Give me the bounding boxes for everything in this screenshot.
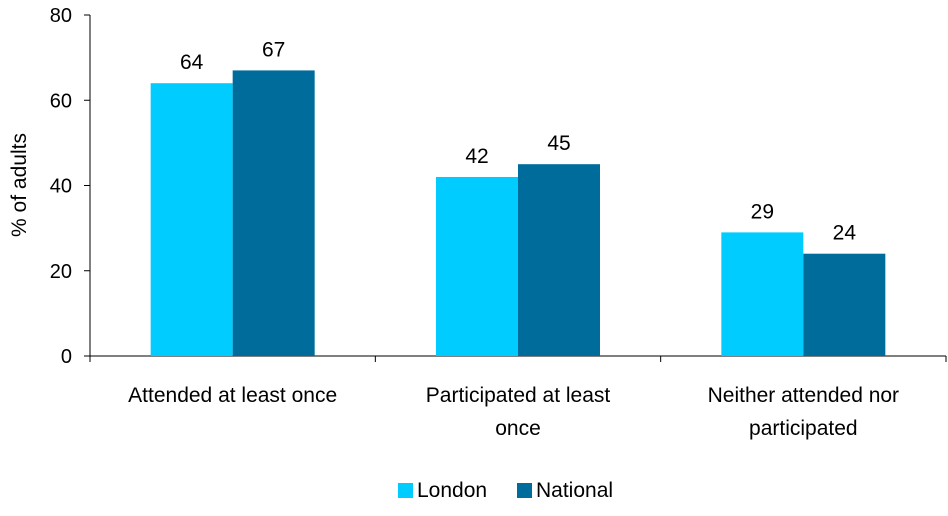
x-axis: Attended at least once Participated at le… bbox=[89, 355, 947, 440]
bar-london-0 bbox=[150, 83, 233, 356]
x-category-label: Participated at least bbox=[426, 384, 611, 407]
y-tick-label: 60 bbox=[50, 90, 72, 112]
bar-national-0 bbox=[232, 70, 315, 356]
data-label-national-2: 24 bbox=[833, 222, 857, 245]
y-tick-label: 0 bbox=[61, 346, 72, 368]
data-label-london-0: 64 bbox=[180, 51, 204, 74]
x-category-label: Neither attended nor bbox=[708, 384, 899, 407]
y-tick-label: 40 bbox=[50, 176, 72, 198]
data-label-national-1: 45 bbox=[547, 132, 570, 155]
bar-national-2 bbox=[803, 253, 886, 356]
data-label-london-1: 42 bbox=[465, 145, 488, 168]
bar-london-2 bbox=[721, 232, 804, 356]
y-tick-label: 80 bbox=[50, 5, 72, 27]
data-label-national-0: 67 bbox=[262, 38, 285, 61]
x-category-label: Attended at least once bbox=[128, 384, 337, 407]
legend: London National bbox=[398, 479, 613, 502]
legend-label-london: London bbox=[417, 479, 487, 502]
y-tick-label: 20 bbox=[50, 261, 72, 283]
bar-london-1 bbox=[436, 176, 518, 356]
data-labels: 64 67 42 45 29 24 bbox=[180, 38, 856, 244]
x-category-label: once bbox=[495, 417, 541, 440]
bar-national-1 bbox=[518, 164, 600, 356]
x-category-label: participated bbox=[749, 417, 858, 440]
data-label-london-2: 29 bbox=[751, 200, 774, 223]
legend-swatch-london bbox=[398, 483, 413, 498]
y-axis: 0 20 40 60 80 bbox=[50, 5, 91, 368]
legend-label-national: National bbox=[536, 479, 613, 502]
legend-swatch-national bbox=[517, 483, 532, 498]
bars bbox=[150, 70, 886, 356]
y-axis-title: % of adults bbox=[8, 133, 31, 237]
